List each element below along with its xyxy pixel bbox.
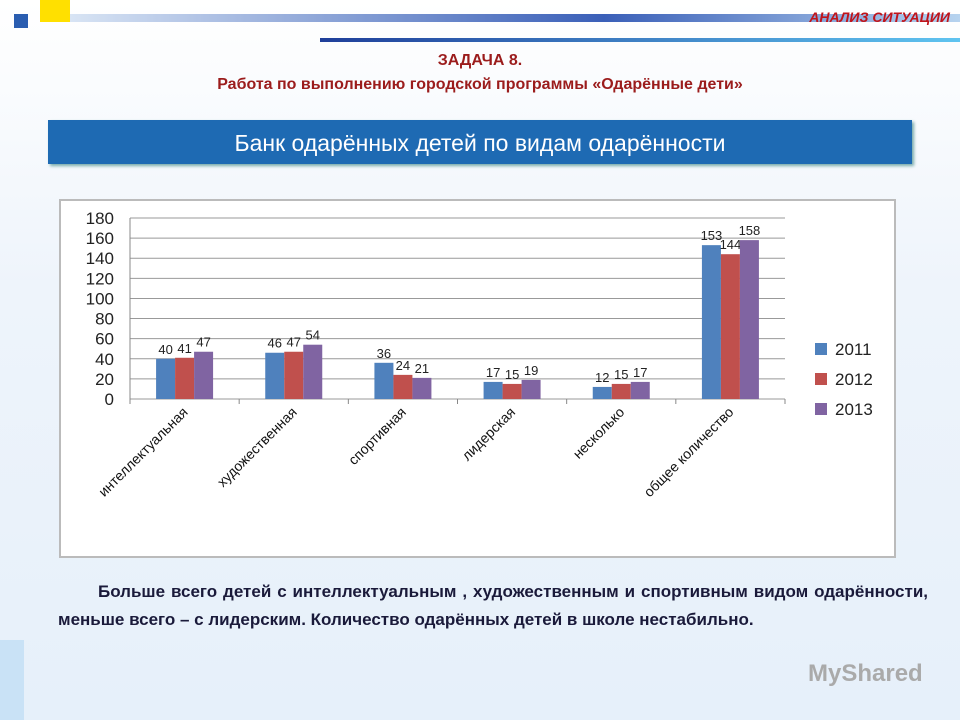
- bar: [393, 374, 413, 399]
- legend-swatch: [815, 373, 827, 385]
- bar: [611, 383, 631, 399]
- value-label: 40: [158, 342, 172, 357]
- deco: [0, 640, 24, 720]
- bar: [265, 352, 285, 399]
- legend-label: 2012: [835, 370, 873, 389]
- conclusion: Больше всего детей с интеллектуальным , …: [58, 582, 928, 629]
- value-label: 158: [739, 223, 761, 238]
- value-label: 24: [396, 358, 410, 373]
- value-label: 19: [524, 363, 538, 378]
- value-label: 12: [595, 370, 609, 385]
- y-tick-label: 140: [86, 249, 114, 268]
- value-label: 47: [287, 335, 301, 350]
- legend-label: 2011: [835, 340, 872, 359]
- value-label: 15: [505, 367, 519, 382]
- legend-swatch: [815, 403, 827, 415]
- y-tick-label: 180: [86, 209, 114, 228]
- bar: [303, 344, 323, 399]
- bar: [720, 254, 740, 399]
- bar: [630, 381, 650, 399]
- value-label: 47: [196, 335, 210, 350]
- y-tick-label: 60: [95, 330, 114, 349]
- legend-label: 2013: [835, 400, 873, 419]
- bar: [483, 381, 503, 399]
- bar: [592, 386, 612, 399]
- value-label: 17: [486, 365, 500, 380]
- y-tick-label: 120: [86, 269, 114, 288]
- legend-swatch: [815, 343, 827, 355]
- bar: [521, 379, 541, 399]
- task-subtitle: Работа по выполнению городской программы…: [217, 76, 743, 93]
- bar: [374, 362, 394, 399]
- y-tick-label: 0: [105, 390, 114, 409]
- value-label: 21: [415, 361, 429, 376]
- deco-bar: [320, 38, 960, 42]
- value-label: 15: [614, 367, 628, 382]
- value-label: 17: [633, 365, 647, 380]
- bar: [156, 358, 176, 399]
- task-title: ЗАДАЧА 8.: [437, 52, 523, 69]
- watermark: MyShared: [808, 660, 923, 687]
- y-tick-label: 40: [95, 350, 114, 369]
- bar: [175, 357, 195, 399]
- bar: [194, 351, 214, 399]
- bar: [701, 245, 721, 399]
- bar: [502, 383, 522, 399]
- bar: [284, 351, 304, 399]
- y-tick-label: 20: [95, 370, 114, 389]
- bar: [412, 377, 432, 399]
- deco: [14, 14, 28, 28]
- value-label: 46: [268, 336, 282, 351]
- y-tick-label: 160: [86, 229, 114, 248]
- value-label: 41: [177, 341, 191, 356]
- bar: [739, 240, 759, 399]
- value-label: 36: [377, 346, 391, 361]
- value-label: 144: [720, 237, 742, 252]
- value-label: 54: [306, 328, 320, 343]
- deco: [40, 0, 70, 22]
- chart-title: Банк одарённых детей по видам одарённост…: [48, 120, 912, 164]
- value-label: 153: [701, 228, 723, 243]
- section-label: АНАЛИЗ СИТУАЦИИ: [809, 9, 950, 25]
- y-tick-label: 80: [95, 310, 114, 329]
- deco-bar: [70, 14, 960, 22]
- y-tick-label: 100: [86, 289, 114, 308]
